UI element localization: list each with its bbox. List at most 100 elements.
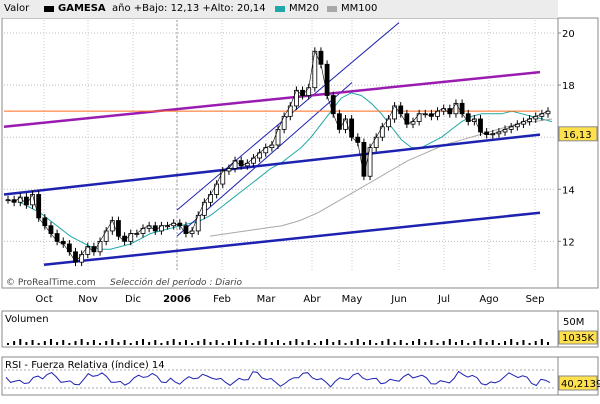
volume-bar (68, 343, 71, 345)
volume-bar (454, 342, 457, 345)
price-candle (208, 194, 213, 203)
legend-price-swatch (44, 6, 54, 12)
rsi-title: RSI - Fuerza Relativa (índice) 14 (5, 359, 165, 371)
axis-layer: 1214161820OctNovDic2006FebMarAbrMayJunJu… (35, 29, 598, 305)
volume-bar (160, 343, 163, 345)
grid-layer (4, 20, 556, 272)
volume-bar (362, 342, 365, 345)
volume-bar (289, 341, 292, 345)
price-candle (478, 118, 483, 133)
volume-bar (25, 342, 28, 345)
price-line (7, 50, 549, 263)
volume-bar (105, 341, 108, 345)
rsi-layer: 40,2139 (4, 369, 600, 391)
volume-bar (350, 341, 353, 345)
y-tick-label: 14 (562, 185, 575, 196)
volume-bar (504, 341, 507, 345)
rsi-line (5, 370, 551, 388)
price-axis-frame (557, 17, 599, 289)
x-tick-label: Jun (390, 294, 407, 305)
volume-bar (43, 341, 46, 345)
x-tick-label: Dic (125, 294, 141, 305)
price-candle (453, 102, 459, 115)
volume-bar (19, 339, 22, 345)
price-candle (465, 113, 471, 122)
legend-mm100-swatch (327, 6, 337, 12)
volume-last-label: 1035K (562, 333, 594, 344)
price-candle (251, 157, 256, 164)
rsi-last-label: 40,2139 (561, 379, 600, 390)
price-candle (459, 102, 465, 115)
volume-bar (111, 339, 114, 345)
volume-bar (387, 339, 390, 345)
volume-bar (166, 341, 169, 345)
price-candle (257, 152, 262, 159)
volume-bar (418, 339, 421, 345)
volume-bar (13, 341, 16, 345)
x-tick-label: Mar (257, 294, 277, 305)
trend-line-0 (3, 133, 541, 196)
volume-bar (129, 343, 132, 345)
volume-bar (277, 340, 279, 345)
price-candle (214, 183, 220, 195)
volume-bar (436, 343, 439, 345)
price-candle (66, 243, 72, 253)
volume-bar (547, 342, 549, 345)
price-candle (152, 225, 158, 232)
volume-bar (184, 340, 187, 345)
volume-bar (31, 340, 34, 345)
volume-bar (393, 342, 396, 345)
last-price-tag (558, 126, 598, 142)
price-candle (17, 196, 23, 203)
volume-title: Volumen (5, 314, 49, 325)
volume-bar (203, 339, 206, 345)
period-text: Selección del período : Diario (110, 277, 242, 288)
volume-bar (344, 343, 347, 345)
volume-bar (516, 342, 519, 345)
price-candle (116, 220, 121, 237)
mm100-line (209, 118, 553, 237)
volume-bar (227, 341, 230, 345)
x-tick-label: Sep (526, 294, 545, 305)
price-candle (330, 95, 336, 115)
volume-bar (270, 342, 273, 345)
x-tick-label: Feb (213, 294, 231, 305)
legend: Valor GAMESA año +Bajo: 12,13 +Alto: 20,… (0, 0, 558, 18)
moving-average-layer (19, 92, 553, 250)
price-candle (79, 253, 85, 263)
y-tick-label: 20 (562, 29, 575, 40)
legend-range-text: año +Bajo: 12,13 +Alto: 20,14 (112, 3, 266, 14)
volume-bar (399, 340, 402, 345)
watermark-text: © ProRealTime.com (6, 278, 96, 288)
last-price-label: 16,13 (563, 130, 592, 141)
volume-bar (442, 341, 445, 345)
price-candle (373, 136, 379, 149)
mm20-line (19, 92, 553, 250)
volume-bar (209, 342, 212, 345)
price-candle (398, 105, 404, 115)
volume-bar (264, 339, 267, 345)
x-tick-label: Nov (78, 294, 98, 305)
volume-bar (295, 339, 298, 345)
price-candle (24, 196, 29, 206)
trend-line-4 (3, 70, 541, 129)
price-candle (5, 199, 11, 202)
volume-bar (74, 341, 77, 345)
price-candle (324, 63, 330, 96)
legend-value-label: Valor (4, 3, 30, 14)
price-candle (318, 50, 324, 65)
volume-bar (534, 341, 537, 345)
volume-bar (412, 341, 414, 345)
volume-bar (491, 340, 494, 345)
volume-bar (479, 339, 482, 345)
legend-mm20-swatch (275, 6, 285, 12)
volume-bar (99, 343, 102, 345)
price-candle (195, 214, 201, 232)
volume-bar (467, 343, 470, 345)
volume-bar (135, 341, 138, 345)
volume-bar (461, 340, 464, 345)
price-candle (48, 225, 54, 234)
volume-bar (430, 340, 433, 345)
